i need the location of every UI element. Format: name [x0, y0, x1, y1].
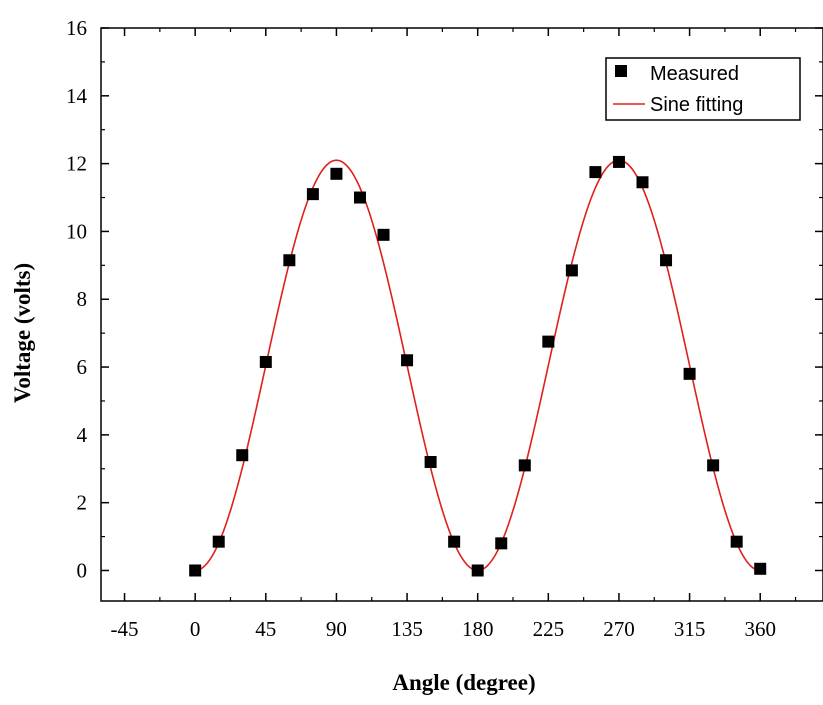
x-tick-label: 45 [255, 617, 276, 641]
x-tick-label: 360 [744, 617, 776, 641]
legend-marker-measured [615, 65, 627, 77]
measured-point [636, 176, 649, 189]
y-tick-label: 4 [77, 423, 88, 447]
y-tick-label: 14 [66, 84, 88, 108]
sine-fitting-line [195, 159, 761, 572]
x-tick-label: 225 [533, 617, 565, 641]
measured-points-layer [189, 155, 767, 577]
x-tick-label: 0 [190, 617, 201, 641]
x-axis-title: Angle (degree) [392, 670, 535, 695]
x-tick-label: 270 [603, 617, 635, 641]
legend-box [605, 57, 801, 121]
measured-point [377, 228, 390, 241]
legend-label-measured: Measured [650, 63, 739, 85]
y-tick-label: 2 [77, 491, 88, 515]
measured-point [212, 535, 225, 548]
measured-point [306, 188, 319, 201]
measured-point [754, 562, 767, 575]
fit-curve-layer [195, 159, 761, 572]
x-tick-label: -45 [111, 617, 139, 641]
x-tick-label: 180 [462, 617, 494, 641]
y-tick-label: 10 [66, 219, 87, 243]
measured-point [424, 455, 437, 468]
axes: -45 0 45 90 135 180 225 270 315 360 0 2 4 6 8 10 12 14 16 [66, 16, 823, 641]
measured-point [353, 191, 366, 204]
x-tick-label: 135 [391, 617, 423, 641]
measured-point [612, 155, 625, 168]
measured-point [259, 355, 272, 368]
measured-point [189, 564, 202, 577]
measured-point [283, 254, 296, 267]
legend-label-sine-fitting: Sine fitting [650, 94, 743, 116]
measured-point [683, 367, 696, 380]
measured-point [236, 449, 249, 462]
legend: Measured Sine fitting [605, 57, 801, 121]
measured-point [589, 166, 602, 179]
measured-point [495, 537, 508, 550]
y-tick-label: 12 [66, 152, 87, 176]
y-tick-label: 0 [77, 558, 88, 582]
measured-point [448, 535, 461, 548]
y-axis-title: Voltage (volts) [10, 263, 35, 403]
measured-point [707, 459, 720, 472]
plot-frame [100, 27, 823, 602]
measured-point [518, 459, 531, 472]
y-tick-label: 16 [66, 16, 87, 40]
measured-point [730, 535, 743, 548]
measured-point [542, 335, 555, 348]
measured-point [330, 167, 343, 180]
measured-point [565, 264, 578, 277]
x-tick-label: 315 [674, 617, 706, 641]
y-tick-label: 6 [77, 355, 88, 379]
measured-point [471, 564, 484, 577]
measured-point [401, 354, 414, 367]
measured-point [660, 254, 673, 267]
y-tick-label: 8 [77, 287, 88, 311]
x-tick-label: 90 [326, 617, 347, 641]
